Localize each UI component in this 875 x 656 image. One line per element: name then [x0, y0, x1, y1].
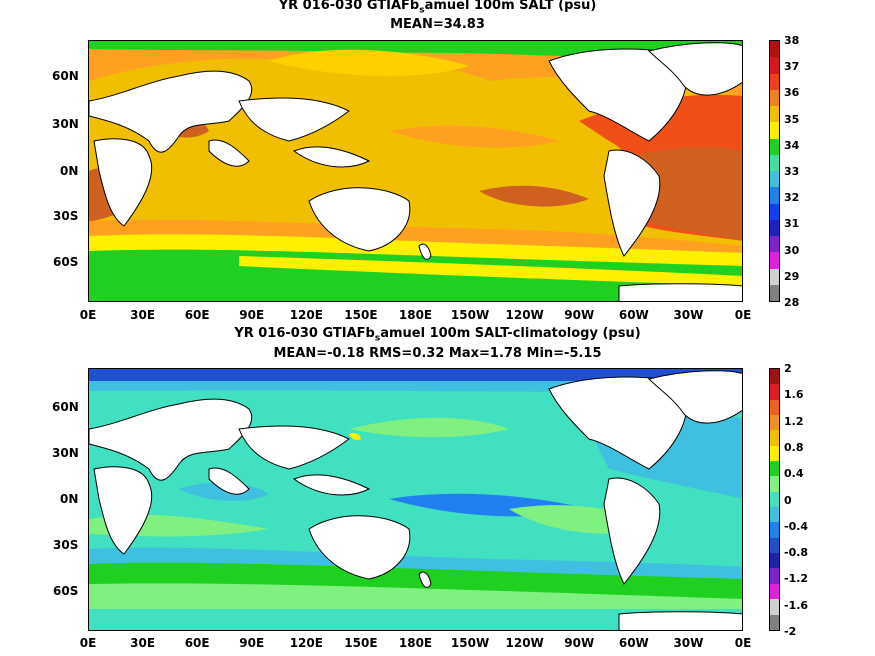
- panel1-colorbar-swatch: [770, 41, 779, 58]
- panel2-colorbar-swatch: [770, 507, 779, 523]
- panel2-colorbar-swatch: [770, 476, 779, 492]
- panel2-lon-label: 120E: [289, 636, 323, 650]
- lat-label-60n-2: 60N: [52, 400, 79, 414]
- panel2-colorbar-tick-label: 0.4: [784, 467, 804, 481]
- panel2-colorbar-swatch: [770, 384, 779, 400]
- lat-label-0n-2: 0N: [60, 492, 79, 506]
- panel2-lon-label: 90W: [564, 636, 595, 650]
- panel1-colorbar-tick-label: 31: [784, 217, 800, 231]
- panel2-colorbar-swatch: [770, 583, 779, 600]
- panel1-colorbar-tick-label: 37: [784, 60, 800, 74]
- panel2-colorbar-tick-label: -0.8: [784, 546, 809, 560]
- panel2-stats-text: MEAN=-0.18 RMS=0.32 Max=1.78 Min=-5.15: [273, 346, 602, 361]
- panel1-lon-label: 180E: [398, 308, 433, 322]
- panel1-colorbar-swatch: [770, 73, 779, 90]
- panel1-lon-label: 150W: [450, 308, 490, 322]
- panel2-lon-label: 0E: [79, 636, 97, 650]
- panel2-lon-label: 30W: [673, 636, 704, 650]
- panel1-colorbar-swatch: [770, 154, 779, 171]
- panel2-lon-label: 60W: [618, 636, 649, 650]
- lat-label-30n: 30N: [52, 117, 79, 131]
- panel1-lon-label: 90E: [239, 308, 265, 322]
- panel1-colorbar-tick-label: 34: [784, 138, 800, 152]
- panel2-colorbar-swatch: [770, 399, 779, 416]
- panel2-colorbar-swatch: [770, 537, 779, 554]
- panel2-colorbar-swatch: [770, 445, 779, 462]
- panel2-colorbar-tick-label: -1.2: [784, 572, 809, 586]
- panel1-colorbar-tick-label: 32: [784, 191, 800, 205]
- panel1-lon-label: 150E: [344, 308, 378, 322]
- panel1-colorbar-tick-label: 36: [784, 86, 800, 100]
- panel2-lon-label: 150E: [344, 636, 378, 650]
- panel1-colorbar-swatch: [770, 171, 779, 188]
- panel1-lon-label: 0E: [734, 308, 752, 322]
- panel2-colorbar-tick-label: 1.6: [784, 388, 804, 402]
- panel2-colorbar-tick-label: 2: [784, 362, 792, 375]
- panel1-lon-label: 0E: [79, 308, 97, 322]
- panel1-colorbar-swatch: [770, 89, 779, 106]
- panel1-lon-label: 30E: [130, 308, 156, 322]
- panel2-lon-label: 0E: [734, 636, 752, 650]
- panel1-colorbar-swatch: [770, 187, 779, 204]
- panel1-colorbar-swatch: [770, 284, 779, 301]
- panel2-colorbar-tick-label: 1.2: [784, 414, 804, 428]
- panel1-colorbar-tick-label: 30: [784, 243, 800, 257]
- panel2-colorbar-swatch: [770, 553, 779, 569]
- panel2-colorbar-swatch: [770, 614, 779, 630]
- panel1-lon-label: 120W: [505, 308, 544, 322]
- salinity-map: [88, 40, 743, 302]
- panel1-colorbar-swatch: [770, 57, 779, 74]
- panel1-lon-label: 60W: [618, 308, 649, 322]
- panel1-colorbar-swatch: [770, 236, 779, 253]
- panel1-colorbar-swatch: [770, 203, 779, 220]
- panel1-colorbar-swatch: [770, 138, 779, 155]
- panel2-colorbar-swatch: [770, 430, 779, 446]
- panel1-colorbar-swatch: [770, 268, 779, 285]
- panel2-colorbar-swatch: [770, 369, 779, 385]
- lat-label-60n: 60N: [52, 69, 79, 83]
- panel1-colorbar-tick-label: 33: [784, 165, 800, 178]
- panel2-title: YR 016-030 GTIAFbsamuel 100m SALT-climat…: [234, 326, 641, 344]
- lat-label-30s-2: 30S: [53, 538, 79, 552]
- anomaly-colorbar: [769, 368, 780, 631]
- panel2-colorbar-tick-label: -1.6: [784, 598, 809, 612]
- panel1-colorbar-tick-label: 38: [784, 34, 800, 47]
- panel1-lon-label: 90W: [564, 308, 595, 322]
- panel2-lon-label: 60E: [184, 636, 210, 650]
- panel2-lon-label: 150W: [450, 636, 490, 650]
- lat-label-30n-2: 30N: [52, 446, 79, 460]
- panel2-colorbar-tick-label: 0: [784, 493, 792, 507]
- panel1-colorbar-swatch: [770, 106, 779, 123]
- lat-label-60s: 60S: [53, 255, 79, 269]
- panel2-colorbar-swatch: [770, 522, 779, 538]
- panel2-colorbar-tick-label: -0.4: [784, 519, 809, 533]
- panel1-mean-text: MEAN=34.83: [390, 17, 485, 32]
- panel2-colorbar-swatch: [770, 415, 779, 431]
- panel2-colorbar-tick-label: -2: [784, 625, 797, 638]
- panel2-lon-label: 90E: [239, 636, 265, 650]
- panel1-lon-label: 60E: [184, 308, 210, 322]
- panel1-title: YR 016-030 GTIAFbsamuel 100m SALT (psu): [278, 0, 597, 16]
- lat-label-60s-2: 60S: [53, 584, 79, 598]
- panel2-colorbar-swatch: [770, 461, 779, 477]
- panel2-lon-label: 180E: [398, 636, 433, 650]
- panel2-colorbar-swatch: [770, 491, 779, 508]
- panel2-colorbar-tick-label: 0.8: [784, 440, 804, 454]
- panel2-lon-label: 120W: [505, 636, 544, 650]
- panel1-lon-label: 120E: [289, 308, 323, 322]
- panel1-colorbar-tick-label: 29: [784, 269, 800, 283]
- lat-label-30s: 30S: [53, 209, 79, 223]
- lat-label-0n: 0N: [60, 164, 79, 178]
- panel1-lon-label: 30W: [673, 308, 704, 322]
- panel2-colorbar-swatch: [770, 568, 779, 584]
- panel2-lon-label: 30E: [130, 636, 156, 650]
- panel1-colorbar-tick-label: 28: [784, 296, 800, 309]
- salinity-colorbar: [769, 40, 780, 302]
- panel1-colorbar-tick-label: 35: [784, 112, 800, 126]
- salinity-anomaly-map: [88, 368, 743, 631]
- panel1-colorbar-swatch: [770, 252, 779, 269]
- panel1-colorbar-swatch: [770, 122, 779, 139]
- panel1-colorbar-swatch: [770, 219, 779, 236]
- panel2-colorbar-swatch: [770, 599, 779, 615]
